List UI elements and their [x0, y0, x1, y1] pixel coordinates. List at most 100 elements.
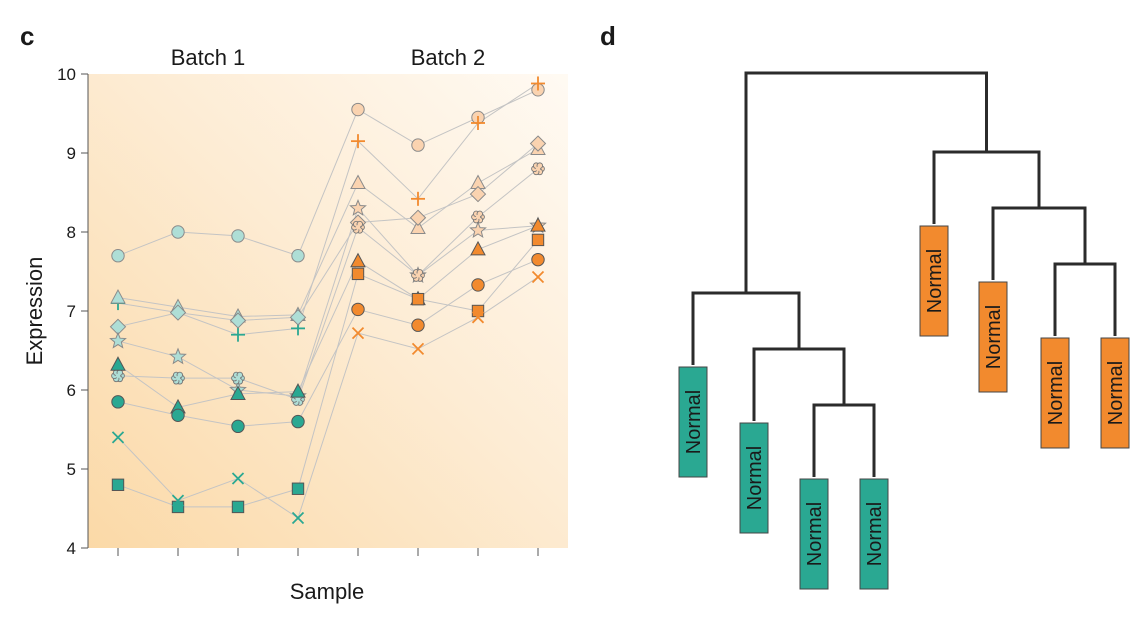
data-point [411, 191, 425, 206]
series-line [117, 168, 539, 401]
leaf-sample: Normal [978, 281, 1008, 393]
series-line [117, 83, 539, 336]
data-point [471, 278, 485, 292]
cross-bar [171, 494, 185, 507]
series-lines [117, 83, 539, 519]
series-line [117, 207, 539, 397]
cross-bar [531, 270, 545, 284]
data-point [469, 185, 487, 203]
batch-label: Batch 1 [171, 45, 246, 70]
flower-center [295, 397, 301, 402]
leaf-box [1100, 337, 1130, 449]
data-point [531, 162, 545, 176]
data-point [171, 408, 185, 422]
series-line [117, 276, 539, 519]
data-point [469, 221, 487, 238]
data-point [291, 414, 305, 429]
cross-bar [411, 342, 425, 356]
data-point [411, 269, 425, 282]
data-point [531, 76, 545, 91]
leaf-label: Normal [1045, 361, 1067, 425]
data-point [110, 289, 126, 304]
data-point [351, 267, 365, 281]
y-tick-label: 5 [67, 460, 76, 479]
data-point [411, 138, 425, 152]
data-point [471, 311, 485, 324]
cross-bar [291, 511, 305, 525]
flower-center [415, 273, 421, 278]
y-tick-label: 10 [57, 65, 76, 84]
data-point [290, 383, 306, 398]
leaf-label: Normal [983, 305, 1005, 369]
data-point [231, 472, 245, 485]
data-point [171, 494, 185, 507]
data-point [351, 220, 365, 234]
cross-bar [471, 311, 485, 324]
data-point [351, 134, 365, 149]
series-line [117, 225, 539, 408]
data-point [410, 219, 426, 235]
leaf-sample: Normal [678, 366, 708, 478]
leaf-label: Normal [1105, 361, 1127, 425]
data-point [171, 225, 185, 239]
leaf-box [919, 225, 949, 337]
axes: 4 5 6 7 8 9 10 [57, 65, 539, 558]
data-point [471, 304, 485, 318]
data-point [291, 249, 305, 263]
data-point [411, 292, 425, 306]
leaf-sample: Normal [1100, 337, 1130, 449]
dendrogram-leaves: Normal Normal Normal Normal Normal Normal Norm… [678, 225, 1130, 590]
x-axis-label: Sample [290, 579, 365, 604]
leaf-label: Normal [924, 249, 946, 313]
plot-area [88, 74, 568, 548]
data-point [529, 135, 547, 152]
data-point [531, 270, 545, 284]
leaf-sample: Normal [799, 478, 829, 590]
y-axis-label: Expression [22, 257, 47, 366]
flower-center [535, 166, 541, 171]
data-point [231, 229, 245, 243]
leaf-box [799, 478, 829, 590]
data-point [109, 331, 127, 349]
leaf-sample: Normal [1040, 337, 1070, 449]
data-point [289, 309, 307, 326]
y-tick-label: 8 [67, 223, 76, 242]
batch-labels: Batch 1 Batch 2 [171, 45, 486, 70]
data-point [350, 174, 366, 190]
data-point [471, 210, 485, 224]
data-point [169, 304, 187, 321]
leaf-sample: Normal [859, 478, 889, 590]
y-tick-label: 9 [67, 144, 76, 163]
data-point [111, 431, 125, 444]
data-point [531, 252, 545, 267]
data-point [111, 369, 125, 383]
data-point [411, 318, 425, 332]
panel-letter-d: d [600, 21, 616, 51]
data-point [349, 198, 367, 216]
y-tick-label: 6 [67, 381, 76, 400]
cross-bar [111, 431, 125, 444]
data-point [530, 217, 546, 232]
data-point [230, 385, 246, 400]
leaf-sample: Normal [739, 422, 769, 534]
y-tick-label: 7 [67, 302, 76, 321]
leaf-sample: Normal [919, 225, 949, 337]
data-point [231, 419, 245, 434]
leaf-box [859, 478, 889, 590]
leaf-label: Normal [864, 502, 886, 566]
data-point [291, 511, 305, 525]
panel-letter-c: c [20, 21, 34, 51]
flower-center [235, 375, 241, 381]
flower-center [115, 373, 121, 378]
data-point [231, 500, 245, 514]
cross-bar [351, 326, 365, 340]
series-line [117, 259, 539, 427]
series-line [117, 148, 539, 318]
leaf-box [978, 281, 1008, 393]
data-point [411, 342, 425, 356]
data-point [171, 371, 185, 385]
data-point [409, 209, 427, 226]
leaf-box [1040, 337, 1070, 449]
dendrogram-branches [691, 71, 1117, 477]
